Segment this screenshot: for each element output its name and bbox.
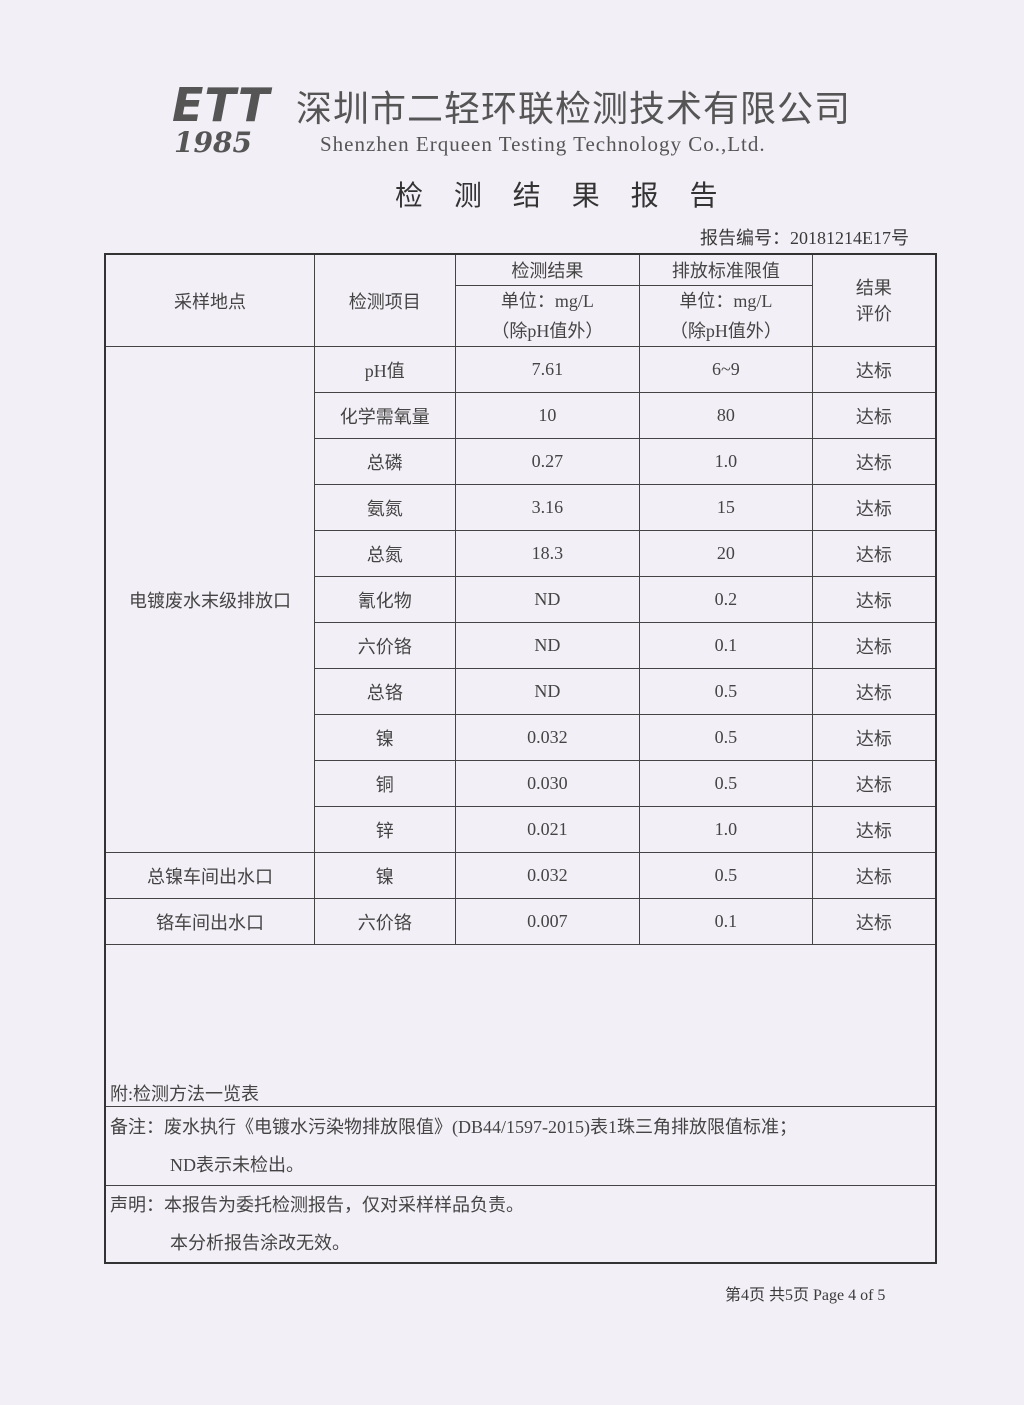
table-row: 氨氮 3.16 15 达标 <box>105 484 937 531</box>
item-cell: pH值 <box>313 346 456 393</box>
item-cell: 六价铬 <box>313 898 456 945</box>
limit-cell: 0.5 <box>639 852 813 899</box>
item-cell: 六价铬 <box>313 622 456 669</box>
page-number: 第4页 共5页 Page 4 of 5 <box>725 1287 886 1304</box>
evaluation-cell: 达标 <box>811 392 937 439</box>
result-cell: 0.032 <box>454 714 641 761</box>
item-cell: 镍 <box>313 852 456 899</box>
header-limit: 排放标准限值 <box>639 253 813 286</box>
evaluation-cell: 达标 <box>811 668 937 715</box>
header-site: 采样地点 <box>104 253 315 347</box>
limit-cell: 0.1 <box>639 622 813 669</box>
result-cell: 10 <box>454 392 641 439</box>
evaluation-cell: 达标 <box>811 622 937 669</box>
table-row: 总磷 0.27 1.0 达标 <box>105 438 937 485</box>
item-cell: 氨氮 <box>313 484 456 531</box>
table-row: 总铬 ND 0.5 达标 <box>105 668 937 715</box>
item-cell: 总氮 <box>313 530 456 577</box>
limit-cell: 20 <box>639 530 813 577</box>
item-cell: 铜 <box>313 760 456 807</box>
blank-area <box>104 944 937 1080</box>
table-row: 镍 0.032 0.5 达标 <box>105 714 937 761</box>
evaluation-cell: 达标 <box>811 530 937 577</box>
result-cell: 18.3 <box>454 530 641 577</box>
limit-cell: 80 <box>639 392 813 439</box>
sampling-site: 铬车间出水口 <box>104 898 315 945</box>
evaluation-cell: 达标 <box>811 576 937 623</box>
results-table: 采样地点 检测项目 检测结果 排放标准限值 结果评价 单位：mg/L （除pH值外… <box>104 253 937 1264</box>
result-cell: 0.27 <box>454 438 641 485</box>
header-limit-unit: 单位：mg/L （除pH值外） <box>639 285 813 347</box>
remarks: 备注：废水执行《电镀水污染物排放限值》(DB44/1597-2015)表1珠三角… <box>104 1106 937 1186</box>
limit-cell: 15 <box>639 484 813 531</box>
sampling-site: 总镍车间出水口 <box>104 852 315 899</box>
limit-cell: 1.0 <box>639 806 813 853</box>
company-logo: ETT <box>172 78 271 132</box>
table-row: 化学需氧量 10 80 达标 <box>105 392 937 439</box>
item-cell: 镍 <box>313 714 456 761</box>
statement: 声明：本报告为委托检测报告，仅对采样样品负责。 本分析报告涂改无效。 <box>104 1185 937 1264</box>
evaluation-cell: 达标 <box>811 898 937 945</box>
table-row: 总氮 18.3 20 达标 <box>105 530 937 577</box>
result-cell: 3.16 <box>454 484 641 531</box>
header-item: 检测项目 <box>313 253 456 347</box>
appendix: 附:检测方法一览表 <box>104 1080 937 1107</box>
company-name-en: Shenzhen Erqueen Testing Technology Co.,… <box>320 132 766 156</box>
item-cell: 锌 <box>313 806 456 853</box>
limit-cell: 0.1 <box>639 898 813 945</box>
limit-cell: 0.5 <box>639 668 813 715</box>
header-result-unit: 单位：mg/L （除pH值外） <box>454 285 641 347</box>
table-row: 铬车间出水口 六价铬 0.007 0.1 达标 <box>104 898 937 945</box>
report-number: 报告编号：20181214E17号 <box>700 228 909 248</box>
evaluation-cell: 达标 <box>811 346 937 393</box>
evaluation-cell: 达标 <box>811 714 937 761</box>
table-row: 六价铬 ND 0.1 达标 <box>105 622 937 669</box>
result-cell: ND <box>454 668 641 715</box>
limit-cell: 0.2 <box>639 576 813 623</box>
evaluation-cell: 达标 <box>811 484 937 531</box>
evaluation-cell: 达标 <box>811 760 937 807</box>
evaluation-cell: 达标 <box>811 852 937 899</box>
item-cell: 总铬 <box>313 668 456 715</box>
result-cell: 7.61 <box>454 346 641 393</box>
report-title: 检 测 结 果 报 告 <box>395 179 729 212</box>
limit-cell: 0.5 <box>639 760 813 807</box>
table-row: 氰化物 ND 0.2 达标 <box>105 576 937 623</box>
limit-cell: 0.5 <box>639 714 813 761</box>
table-row: 电镀废水末级排放口 pH值 7.61 6~9 达标 <box>104 346 937 853</box>
company-name-cn: 深圳市二轻环联检测技术有限公司 <box>296 89 852 130</box>
result-cell: ND <box>454 576 641 623</box>
limit-cell: 1.0 <box>639 438 813 485</box>
evaluation-cell: 达标 <box>811 438 937 485</box>
limit-cell: 6~9 <box>639 346 813 393</box>
result-cell: 0.032 <box>454 852 641 899</box>
header-result: 检测结果 <box>454 253 641 286</box>
header-eval: 结果评价 <box>811 253 937 347</box>
result-cell: 0.030 <box>454 760 641 807</box>
result-cell: 0.021 <box>454 806 641 853</box>
item-cell: 总磷 <box>313 438 456 485</box>
evaluation-cell: 达标 <box>811 806 937 853</box>
result-cell: ND <box>454 622 641 669</box>
item-cell: 氰化物 <box>313 576 456 623</box>
result-cell: 0.007 <box>454 898 641 945</box>
table-row: 总镍车间出水口镍 0.032 0.5 达标 <box>104 852 937 899</box>
sampling-site: 电镀废水末级排放口 <box>104 346 315 853</box>
logo-year: 1985 <box>174 126 252 159</box>
item-cell: 化学需氧量 <box>313 392 456 439</box>
